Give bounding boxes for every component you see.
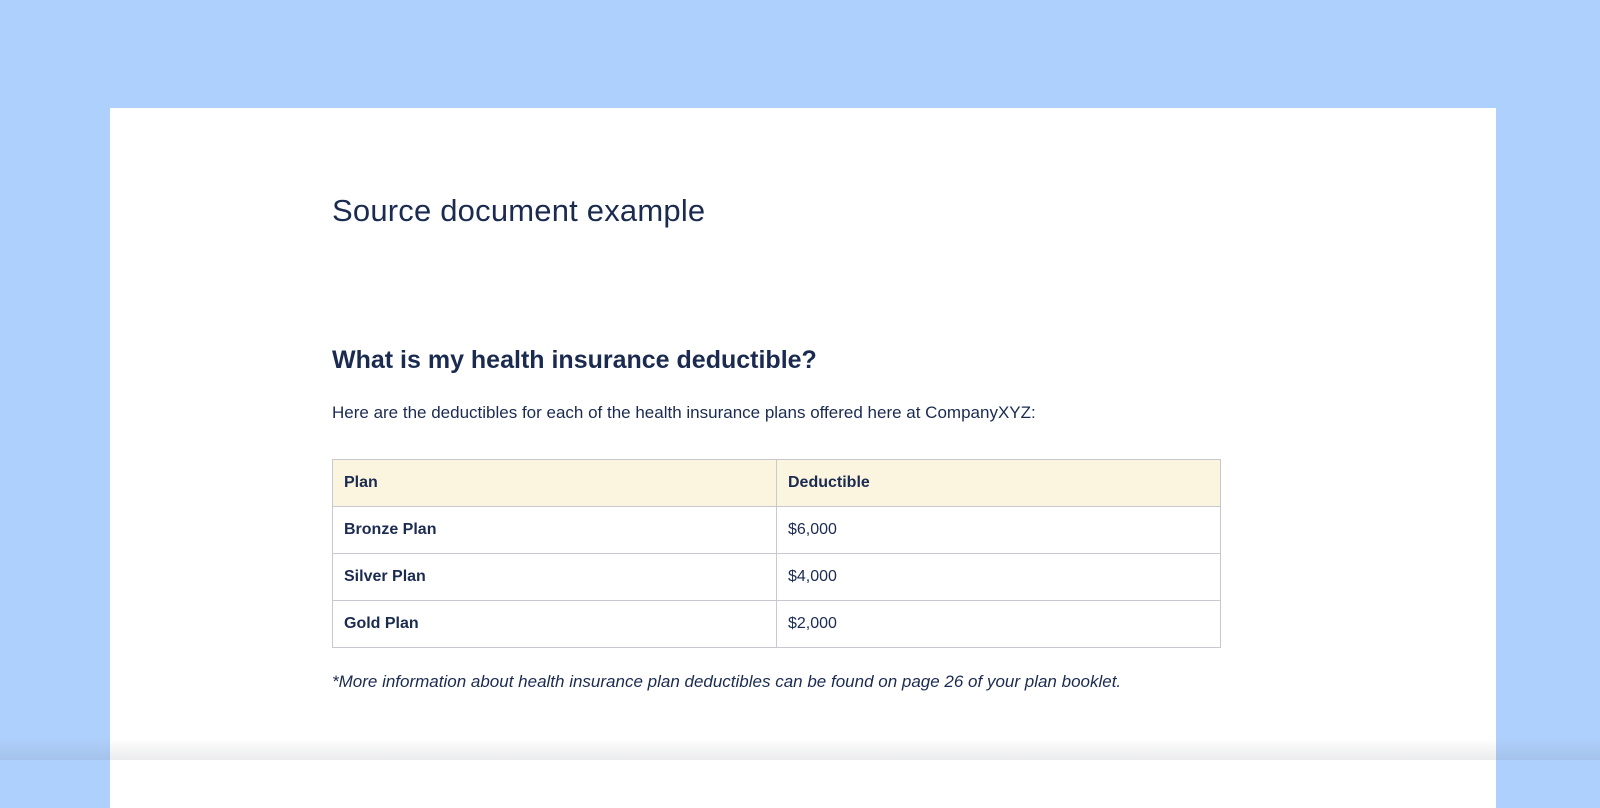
deductible-value-cell: $2,000 (776, 600, 1221, 648)
document-content: Source document example What is my healt… (110, 108, 1221, 694)
plan-name-cell: Gold Plan (332, 600, 777, 648)
plan-name-cell: Silver Plan (332, 553, 777, 601)
column-header-deductible: Deductible (776, 459, 1221, 507)
table-row-bronze: Bronze Plan $6,000 (332, 506, 1221, 554)
table-header-row: Plan Deductible (332, 459, 1221, 507)
plan-name-cell: Bronze Plan (332, 506, 777, 554)
document-title: Source document example (332, 193, 706, 228)
footnote: *More information about health insurance… (332, 672, 1122, 691)
screen: { "document": { "title": "Source documen… (0, 108, 1600, 808)
deductibles-table: Plan Deductible Bronze Plan $6,000 Silve… (332, 459, 1221, 648)
document-page: Source document example What is my healt… (110, 108, 1496, 808)
table-row-gold: Gold Plan $2,000 (332, 600, 1221, 648)
deductible-value-cell: $6,000 (776, 506, 1221, 554)
column-header-plan: Plan (332, 459, 777, 507)
section-heading: What is my health insurance deductible? (332, 346, 817, 374)
table-row-silver: Silver Plan $4,000 (332, 553, 1221, 601)
deductible-value-cell: $4,000 (776, 553, 1221, 601)
intro-paragraph: Here are the deductibles for each of the… (332, 403, 1036, 422)
